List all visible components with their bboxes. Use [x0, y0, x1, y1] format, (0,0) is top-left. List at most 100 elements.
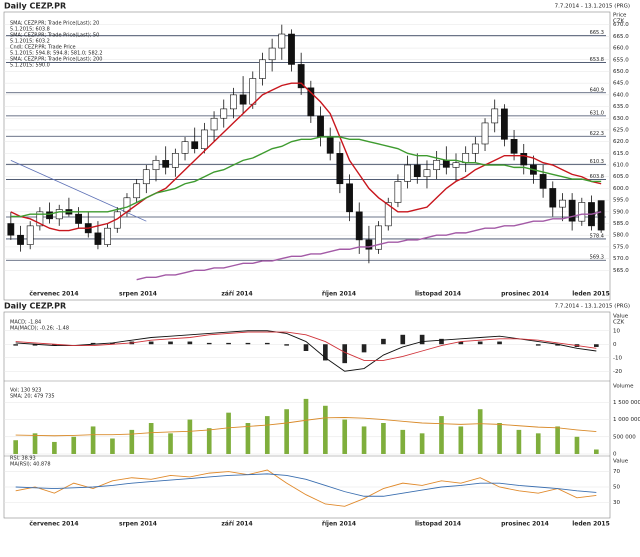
candle-body	[94, 232, 102, 245]
candle-body	[239, 94, 247, 105]
level-label: 569.3	[590, 255, 604, 261]
candle-body	[520, 153, 528, 166]
y-tick-label: 655.0	[613, 57, 629, 63]
bar	[419, 433, 425, 454]
y-tick-label: 645.0	[613, 81, 629, 87]
legend-entry: SMA; 20; 479 735	[10, 394, 55, 400]
series-line	[15, 473, 597, 497]
candle-body	[365, 239, 373, 250]
bar	[439, 416, 444, 454]
chart-title: Daily CEZP.PR	[4, 2, 66, 11]
bar	[245, 342, 251, 345]
bar	[574, 436, 580, 454]
bar	[148, 423, 154, 454]
bar	[90, 426, 96, 454]
date-range: 7.7.2014 - 13.1.2015 (PRG)	[555, 304, 630, 310]
legend-entry: SMA; CEZP.PR; Trade Price(Last); 50	[10, 33, 99, 39]
bar	[168, 341, 173, 345]
bar	[400, 334, 406, 345]
candle-body	[36, 211, 44, 227]
series-line	[15, 331, 597, 361]
candle-body	[297, 64, 305, 89]
candle-body	[471, 143, 479, 154]
y-tick-label: 1 000 000	[613, 417, 640, 423]
y-tick-label: 620.0	[613, 139, 629, 145]
legend-value: 5.1.2015; 594.8; 594.8; 581.0; 582.2	[10, 51, 103, 57]
y-tick-label: 0	[613, 342, 617, 348]
candle-body	[152, 160, 160, 171]
y-tick-label: 665.0	[613, 34, 629, 40]
bar	[535, 344, 541, 346]
bar	[284, 344, 289, 346]
candle-body	[288, 33, 295, 65]
legend-entry: Vol; 130 923	[10, 388, 41, 394]
y-label: Volume	[613, 384, 634, 390]
candle-body	[26, 225, 34, 245]
candle-body	[278, 33, 286, 49]
bar	[497, 423, 502, 454]
y-tick-label: 565.0	[613, 268, 629, 274]
y-unit: CZK	[613, 19, 625, 25]
level-label: 653.8	[590, 57, 604, 63]
bar	[381, 338, 386, 345]
x-month-label: říjen 2014	[322, 521, 356, 528]
bar	[323, 344, 328, 361]
y-tick-label: 50	[613, 485, 620, 491]
candle-body	[491, 108, 499, 124]
candle-body	[326, 136, 334, 154]
bar	[13, 344, 18, 346]
bar	[187, 419, 193, 454]
y-tick-label: 630.0	[613, 116, 629, 122]
x-month-label: srpen 2014	[119, 291, 157, 298]
y-tick-label: 615.0	[613, 151, 629, 157]
y-label: Price	[613, 13, 627, 19]
candle-body	[249, 78, 257, 105]
candle-body	[268, 47, 276, 61]
bar	[555, 344, 560, 346]
level-label: 578.4	[590, 233, 604, 239]
x-month-label: prosinec 2014	[501, 521, 549, 528]
bar	[342, 344, 348, 364]
bar	[32, 433, 38, 454]
candle-body	[423, 169, 431, 178]
bar	[71, 436, 77, 454]
candle-body	[142, 169, 150, 185]
legend-value: 5.1.2015; 603.8	[10, 27, 50, 33]
candle-body	[7, 223, 15, 236]
x-month-label: září 2014	[221, 291, 252, 298]
bar	[284, 409, 289, 454]
bar	[129, 429, 135, 454]
series-line	[15, 469, 597, 507]
bar	[535, 433, 541, 454]
level-label: 603.8	[590, 174, 604, 180]
legend-entry: Cndl; CEZP.PR; Trade Price	[10, 45, 76, 51]
bar	[516, 429, 522, 454]
candle-body	[259, 59, 266, 79]
main-frame	[3, 11, 611, 301]
candle-body	[55, 209, 63, 220]
level-label: 631.0	[590, 110, 604, 116]
y-unit: CZK	[613, 320, 625, 326]
y-tick-label: 670.0	[613, 22, 629, 28]
y-tick-label: 30	[613, 500, 620, 506]
bar	[226, 412, 231, 454]
y-tick-label: 605.0	[613, 174, 629, 180]
level-label: 640.9	[590, 87, 604, 93]
x-month-label: červenec 2014	[29, 521, 78, 528]
bar	[245, 423, 251, 454]
candle-body	[549, 188, 557, 208]
y-tick-label: 0	[613, 452, 617, 458]
y-tick-label: -20	[613, 369, 622, 375]
bar	[226, 342, 231, 345]
bar	[381, 423, 386, 454]
y-tick-label: 580.0	[613, 233, 629, 239]
bar	[206, 428, 212, 454]
series-line	[136, 211, 602, 281]
y-tick-label: 590.0	[613, 209, 629, 215]
bar	[13, 440, 18, 454]
candle-body	[510, 139, 518, 154]
x-month-label: listopad 2014	[415, 521, 461, 528]
bar	[400, 429, 406, 454]
y-tick-label: 650.0	[613, 69, 629, 75]
